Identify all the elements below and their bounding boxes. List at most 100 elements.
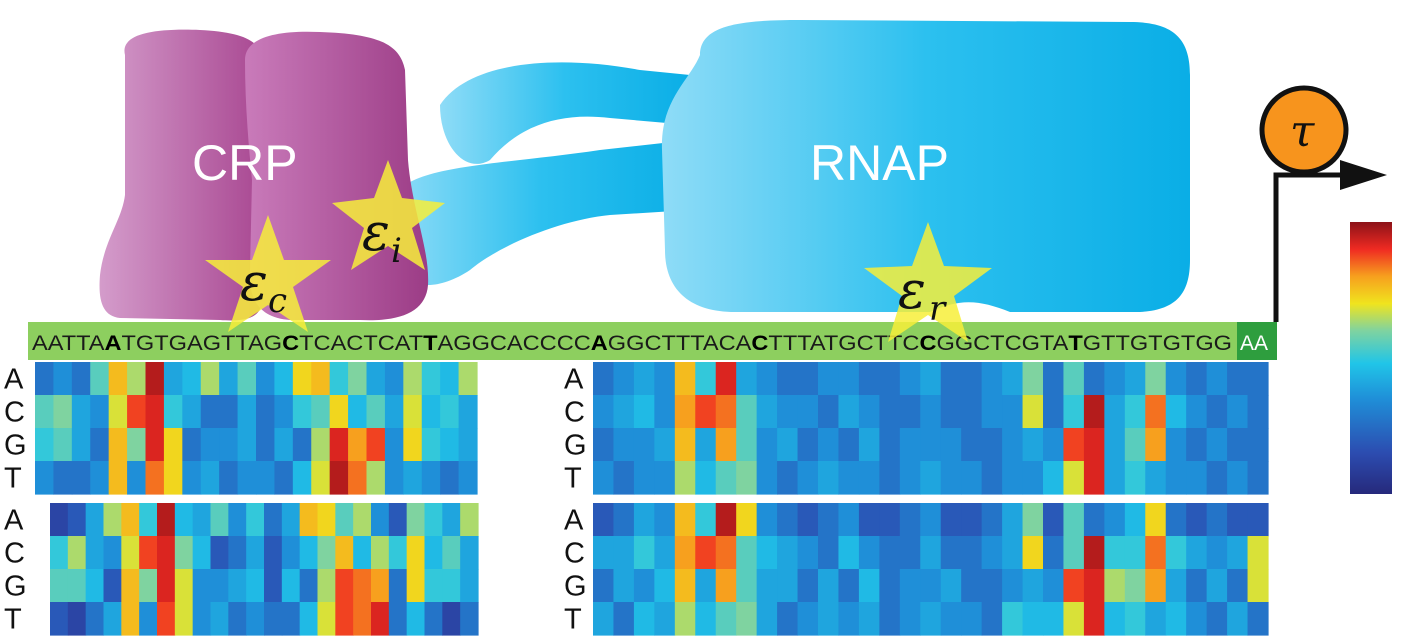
heatmap-cell [818,503,840,537]
heatmap-cell [633,395,655,429]
heatmap-cell [879,536,901,570]
heatmap-cell [1083,536,1105,570]
epsilon-r-subscript: r [929,289,947,329]
heatmap-cell [593,428,615,462]
base-label-t: T [4,604,22,636]
rnap-linker [393,62,690,285]
heatmap-cell [1043,569,1065,603]
heatmap-cell [981,536,1003,570]
heatmap-cell [1104,395,1126,429]
heatmap-cell [879,503,901,537]
heatmap-cell [281,569,301,603]
heatmap-cell [1022,428,1044,462]
heatmap-cell [53,461,73,495]
heatmap-cell [121,602,140,636]
heatmap-cell [139,503,158,537]
heatmap-cell [715,362,737,396]
heatmap-cell [256,362,276,396]
heatmap-cell [1043,503,1065,537]
heatmap-cell [421,395,441,429]
base-label-g: G [564,571,587,603]
heatmap-cell [145,395,165,429]
heatmap-cell [406,602,426,636]
heatmap-cell [777,602,799,636]
heatmap-cell [121,536,140,570]
heatmap-cell [1227,428,1249,462]
heatmap-cell [1247,569,1269,603]
heatmap-cell [797,602,819,636]
heatmap-cell [674,602,696,636]
heatmap-cell [388,569,408,603]
heatmap-cell [1043,536,1065,570]
heatmap-cell [1186,503,1208,537]
heatmap-cell [715,503,737,537]
heatmap-cell [366,395,386,429]
base-label-g: G [4,430,27,462]
heatmap-cell [219,428,239,462]
heatmap-cell [366,428,386,462]
heatmap-cell [127,395,147,429]
heatmap-cell [1083,362,1105,396]
heatmap-cell [879,461,901,495]
base-label-t: T [4,463,22,495]
base-label-t: T [564,604,582,636]
heatmap-cell [71,428,91,462]
heatmap-cell [695,395,717,429]
heatmap-cell [440,395,460,429]
heatmap-cell [797,569,819,603]
heatmap-cell [633,362,655,396]
heatmap-cell [299,536,319,570]
heatmap-cell [157,602,176,636]
heatmap-cell [1002,536,1024,570]
heatmap-cell [139,536,158,570]
heatmap-cell [940,503,962,537]
heatmap-cell [228,569,247,603]
heatmap-cell [163,362,183,396]
heatmap-cell [1227,569,1249,603]
heatmap-cell [317,569,336,603]
heatmap-cell [613,428,635,462]
heatmap-cell [879,428,901,462]
heatmap-cell [274,395,294,429]
heatmap-cell [756,536,778,570]
heatmap-cell [317,602,336,636]
heatmap-cell [1083,569,1105,603]
heatmap-cell [1104,428,1126,462]
heatmap-cell [281,503,301,537]
heatmap-cell [174,536,194,570]
heatmap-cell [920,536,942,570]
heatmap-cell [108,362,128,396]
heatmap-cell [736,602,758,636]
heatmap-cell [192,569,212,603]
heatmap-cell [1227,461,1249,495]
heatmap-cell [182,428,202,462]
heatmap-cell [335,536,354,570]
heatmap-cell [920,362,942,396]
heatmap-cell [858,536,880,570]
heatmap-cell [1227,536,1249,570]
heatmap-cell [1002,362,1024,396]
heatmap-cell [777,362,799,396]
heatmap-cell [1247,395,1269,429]
heatmap-cell [1145,428,1167,462]
heatmap-cell [756,602,778,636]
base-label-a: A [4,364,24,396]
heatmap-cell [654,362,676,396]
heatmap-cell [797,395,819,429]
base-label-a: A [564,364,584,396]
heatmap-cell [210,536,229,570]
heatmap-cell [174,569,194,603]
heatmap-cell [961,362,983,396]
heatmap-cell [1043,461,1065,495]
heatmap-cell [613,362,635,396]
dna-bold-base: T [1068,332,1083,355]
heatmap-cell [940,569,962,603]
heatmap-cell [424,569,443,603]
star-c-shape [205,215,331,332]
heatmap-cell [335,602,354,636]
heatmap-cell [163,461,183,495]
heatmap-cell [237,461,257,495]
heatmap-cell [1145,503,1167,537]
heatmap-cell [246,602,265,636]
heatmap-cell [695,536,717,570]
